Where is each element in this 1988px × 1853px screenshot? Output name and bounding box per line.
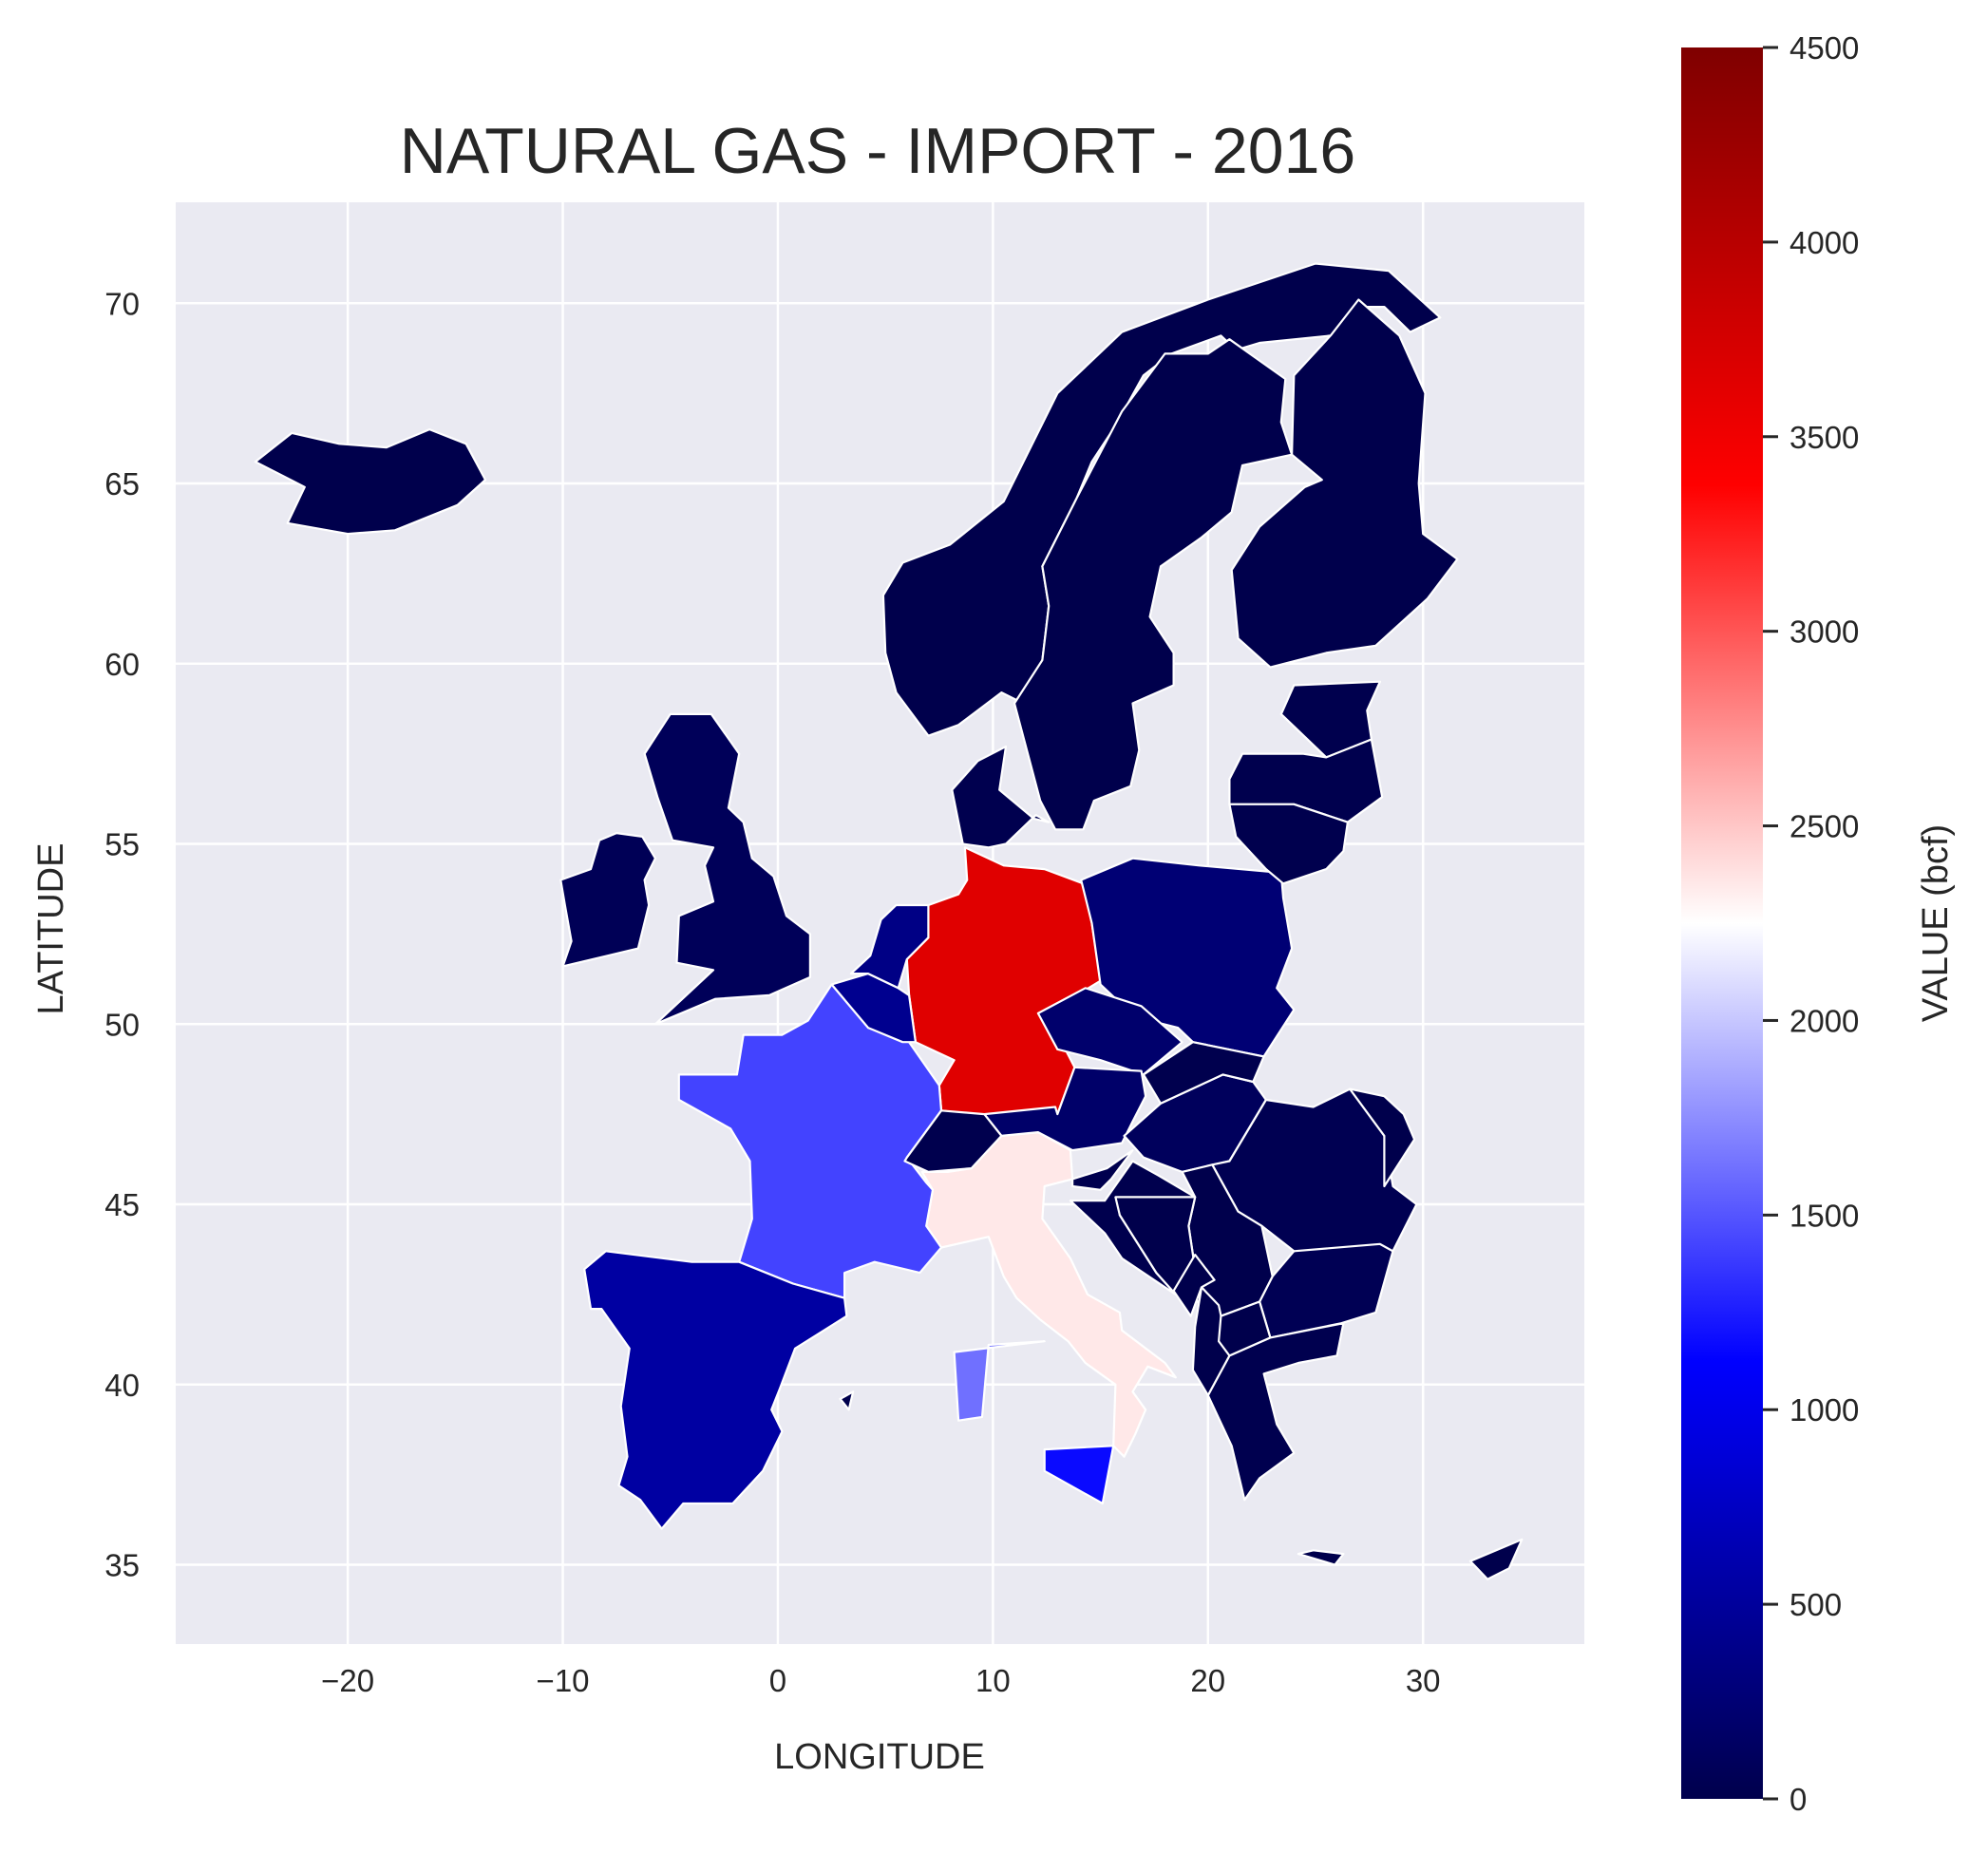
country-region <box>1211 1087 1418 1253</box>
colorbar-label: VALUE (bcf) <box>1916 824 1956 1022</box>
y-tick-label: 55 <box>104 827 140 862</box>
y-axis-ticks: 35 40 45 50 55 60 65 70 <box>104 286 140 1582</box>
country-region <box>1230 298 1459 669</box>
country-region <box>1297 1549 1345 1566</box>
chart-title: NATURAL GAS - IMPORT - 2016 <box>400 115 1355 187</box>
country-region <box>583 1250 848 1530</box>
colorbar-ticks: 0 500 1000 1500 2000 2500 3000 3500 4000 4500 <box>1763 30 1859 1817</box>
country-region <box>1206 1322 1345 1502</box>
y-tick-label: 60 <box>104 647 140 682</box>
x-tick-label: 20 <box>1190 1663 1225 1698</box>
country-region <box>849 903 930 990</box>
x-tick-label: −20 <box>321 1663 374 1698</box>
y-tick-label: 50 <box>104 1007 140 1042</box>
y-tick-label: 70 <box>104 286 140 321</box>
y-tick-label: 40 <box>104 1368 140 1403</box>
colorbar <box>1681 47 1763 1799</box>
country-region <box>953 1340 1046 1422</box>
colorbar-tick-label: 3000 <box>1789 615 1859 650</box>
country-region <box>839 1390 855 1411</box>
country-region <box>951 745 1051 849</box>
x-tick-label: 10 <box>975 1663 1011 1698</box>
country-region <box>1468 1538 1524 1580</box>
y-tick-label: 65 <box>104 466 140 501</box>
colorbar-tick-label: 4000 <box>1789 225 1859 260</box>
y-tick-label: 45 <box>104 1187 140 1222</box>
country-region <box>1228 803 1349 885</box>
y-tick-label: 35 <box>104 1548 140 1583</box>
country-region <box>1013 338 1294 831</box>
country-region <box>643 712 811 1026</box>
country-region <box>1043 1445 1115 1505</box>
x-tick-label: 0 <box>769 1663 786 1698</box>
x-tick-label: −10 <box>537 1663 590 1698</box>
country-region <box>983 1066 1147 1152</box>
country-region <box>903 1109 1003 1173</box>
colorbar-tick-label: 2000 <box>1789 1003 1859 1038</box>
country-region <box>254 428 487 536</box>
country-region <box>1071 1149 1134 1191</box>
country-region <box>1349 1087 1416 1188</box>
country-region <box>1191 1286 1231 1397</box>
colorbar-tick-label: 2500 <box>1789 809 1859 844</box>
country-region <box>1036 987 1183 1076</box>
y-axis-label: LATITUDE <box>31 843 71 1015</box>
colorbar-tick-label: 4500 <box>1789 30 1859 66</box>
country-region <box>920 1131 1177 1458</box>
x-axis-ticks: −20 −10 0 10 20 30 <box>321 1663 1440 1698</box>
country-region <box>1218 1300 1272 1357</box>
colorbar-tick-label: 1000 <box>1789 1392 1859 1428</box>
country-region <box>1172 1254 1216 1317</box>
colorbar-tick-label: 1500 <box>1789 1198 1859 1233</box>
country-region <box>559 832 656 968</box>
country-regions <box>254 262 1524 1580</box>
x-axis-label: LONGITUDE <box>774 1737 985 1777</box>
colorbar-tick-label: 3500 <box>1789 420 1859 455</box>
colorbar-tick-label: 0 <box>1789 1782 1807 1817</box>
x-tick-label: 30 <box>1406 1663 1441 1698</box>
colorbar-tick-label: 500 <box>1789 1587 1842 1622</box>
country-region <box>1142 1041 1265 1105</box>
